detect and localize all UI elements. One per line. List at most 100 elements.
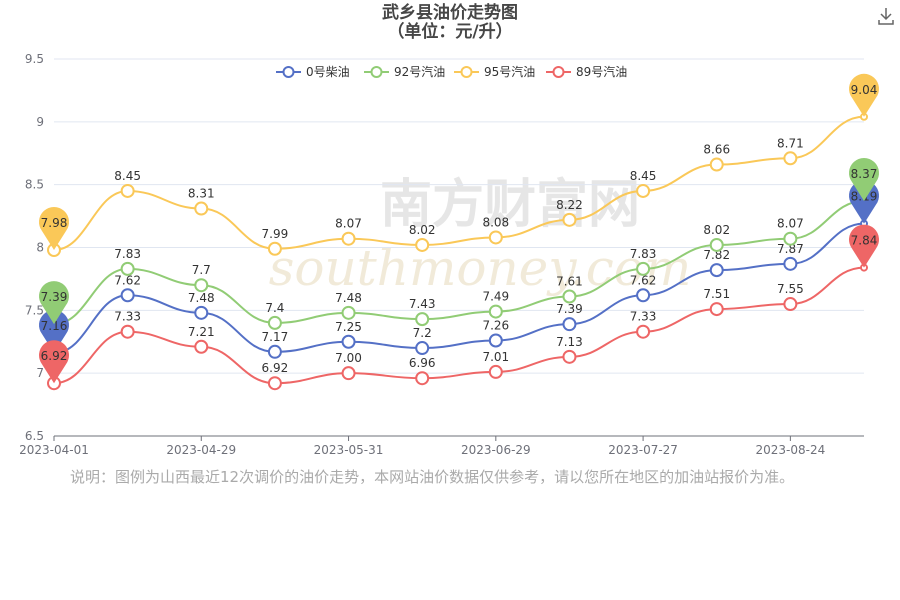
- download-icon[interactable]: [876, 6, 896, 26]
- data-label: 7.87: [777, 242, 804, 256]
- markpoint-pin: 9.04: [849, 73, 879, 117]
- pin-shape: [39, 340, 69, 384]
- x-tick-label: 2023-07-27: [608, 443, 678, 457]
- data-point: [194, 201, 209, 216]
- legend-label: 95号汽油: [484, 64, 535, 79]
- data-label: 8.07: [335, 217, 362, 231]
- y-tick-label: 9.5: [25, 52, 44, 66]
- data-point: [341, 366, 356, 381]
- legend-item-3[interactable]: 89号汽油: [546, 64, 627, 79]
- data-point: [783, 151, 798, 166]
- data-point: [341, 334, 356, 349]
- data-point: [267, 376, 282, 391]
- data-label: 7.48: [188, 291, 215, 305]
- data-label: 7.2: [413, 326, 432, 340]
- legend-item-2[interactable]: 95号汽油: [454, 64, 535, 79]
- data-point: [636, 183, 651, 198]
- pin-shape: [39, 207, 69, 251]
- data-label: 8.07: [777, 217, 804, 231]
- chart-title-unit: （单位：元/升）: [387, 22, 513, 42]
- data-point: [562, 349, 577, 364]
- chart-note: 说明：图例为山西最近12次调价的油价走势，本网站油价数据仅供参考，请以您所在地区…: [70, 468, 795, 486]
- pin-shape: [39, 281, 69, 325]
- x-tick-label: 2023-05-31: [314, 443, 384, 457]
- legend-label: 89号汽油: [576, 64, 627, 79]
- data-label: 8.45: [114, 169, 141, 183]
- markpoint-pin: 7.39: [39, 281, 69, 325]
- pin-label: 8.37: [851, 167, 878, 181]
- legend-marker: [552, 66, 565, 78]
- y-tick-label: 8: [36, 241, 44, 255]
- series-line-1: [53, 200, 865, 326]
- pin-shape: [849, 180, 880, 224]
- legend-marker: [282, 66, 295, 78]
- data-label: 7.33: [114, 310, 141, 324]
- data-point: [488, 333, 503, 348]
- data-label: 8.08: [482, 215, 509, 229]
- legend-marker: [460, 66, 473, 78]
- data-point: [341, 231, 356, 246]
- markpoint-pin: 6.92: [39, 340, 69, 384]
- data-label: 7.48: [335, 291, 362, 305]
- data-label: 7.49: [482, 290, 509, 304]
- data-point: [415, 341, 430, 356]
- x-tick-label: 2023-04-01: [19, 443, 89, 457]
- data-point: [709, 263, 724, 278]
- pin-shape: [39, 310, 69, 354]
- data-label: 7.33: [630, 310, 657, 324]
- data-label: 7.82: [703, 248, 730, 262]
- data-point: [194, 305, 209, 320]
- data-point: [120, 288, 135, 303]
- data-point: [341, 305, 356, 320]
- pin-shape: [849, 73, 879, 117]
- x-tick-label: 2023-04-29: [166, 443, 236, 457]
- data-label: 7.62: [630, 273, 657, 287]
- markpoint-pin: 8.37: [849, 158, 880, 202]
- data-label: 7.00: [335, 351, 362, 365]
- pin-label: 7.98: [41, 216, 68, 230]
- data-label: 7.62: [114, 273, 141, 287]
- data-point: [267, 315, 282, 330]
- y-tick-label: 9: [36, 115, 44, 129]
- data-label: 6.92: [262, 361, 289, 375]
- data-point: [636, 288, 651, 303]
- data-label: 7.61: [556, 275, 583, 289]
- data-point: [636, 324, 651, 339]
- data-point: [636, 261, 651, 276]
- data-label: 7.99: [262, 227, 289, 241]
- x-tick-label: 2023-08-24: [755, 443, 825, 457]
- data-point: [120, 261, 135, 276]
- legend-item-1[interactable]: 92号汽油: [364, 64, 445, 79]
- data-label: 7.43: [409, 297, 436, 311]
- markpoint-pin: 7.16: [39, 310, 69, 354]
- data-point: [709, 157, 724, 172]
- data-point: [415, 371, 430, 386]
- data-point: [709, 237, 724, 252]
- series-line-2: [53, 115, 865, 252]
- legend-marker: [370, 66, 383, 78]
- data-point: [120, 324, 135, 339]
- data-label: 8.02: [703, 223, 730, 237]
- data-label: 7.25: [335, 320, 362, 334]
- legend-item-0[interactable]: 0号柴油: [276, 65, 350, 79]
- data-label: 7.51: [703, 287, 730, 301]
- data-label: 8.66: [703, 143, 730, 157]
- data-point: [194, 339, 209, 354]
- data-point: [562, 289, 577, 304]
- series-line-0: [53, 222, 865, 355]
- markpoint-pin: 7.84: [849, 224, 880, 268]
- data-label: 7.83: [630, 247, 657, 261]
- y-tick-label: 8.5: [25, 178, 44, 192]
- pin-shape: [849, 158, 880, 202]
- data-label: 8.22: [556, 198, 583, 212]
- legend-label: 92号汽油: [394, 64, 445, 79]
- data-point: [267, 344, 282, 359]
- data-point: [488, 364, 503, 379]
- data-point: [709, 302, 724, 317]
- pin-shape: [849, 224, 880, 268]
- data-label: 8.02: [409, 223, 436, 237]
- data-label: 7.21: [188, 325, 215, 339]
- markpoint-pin: 7.98: [39, 207, 69, 251]
- data-label: 7.13: [556, 335, 583, 349]
